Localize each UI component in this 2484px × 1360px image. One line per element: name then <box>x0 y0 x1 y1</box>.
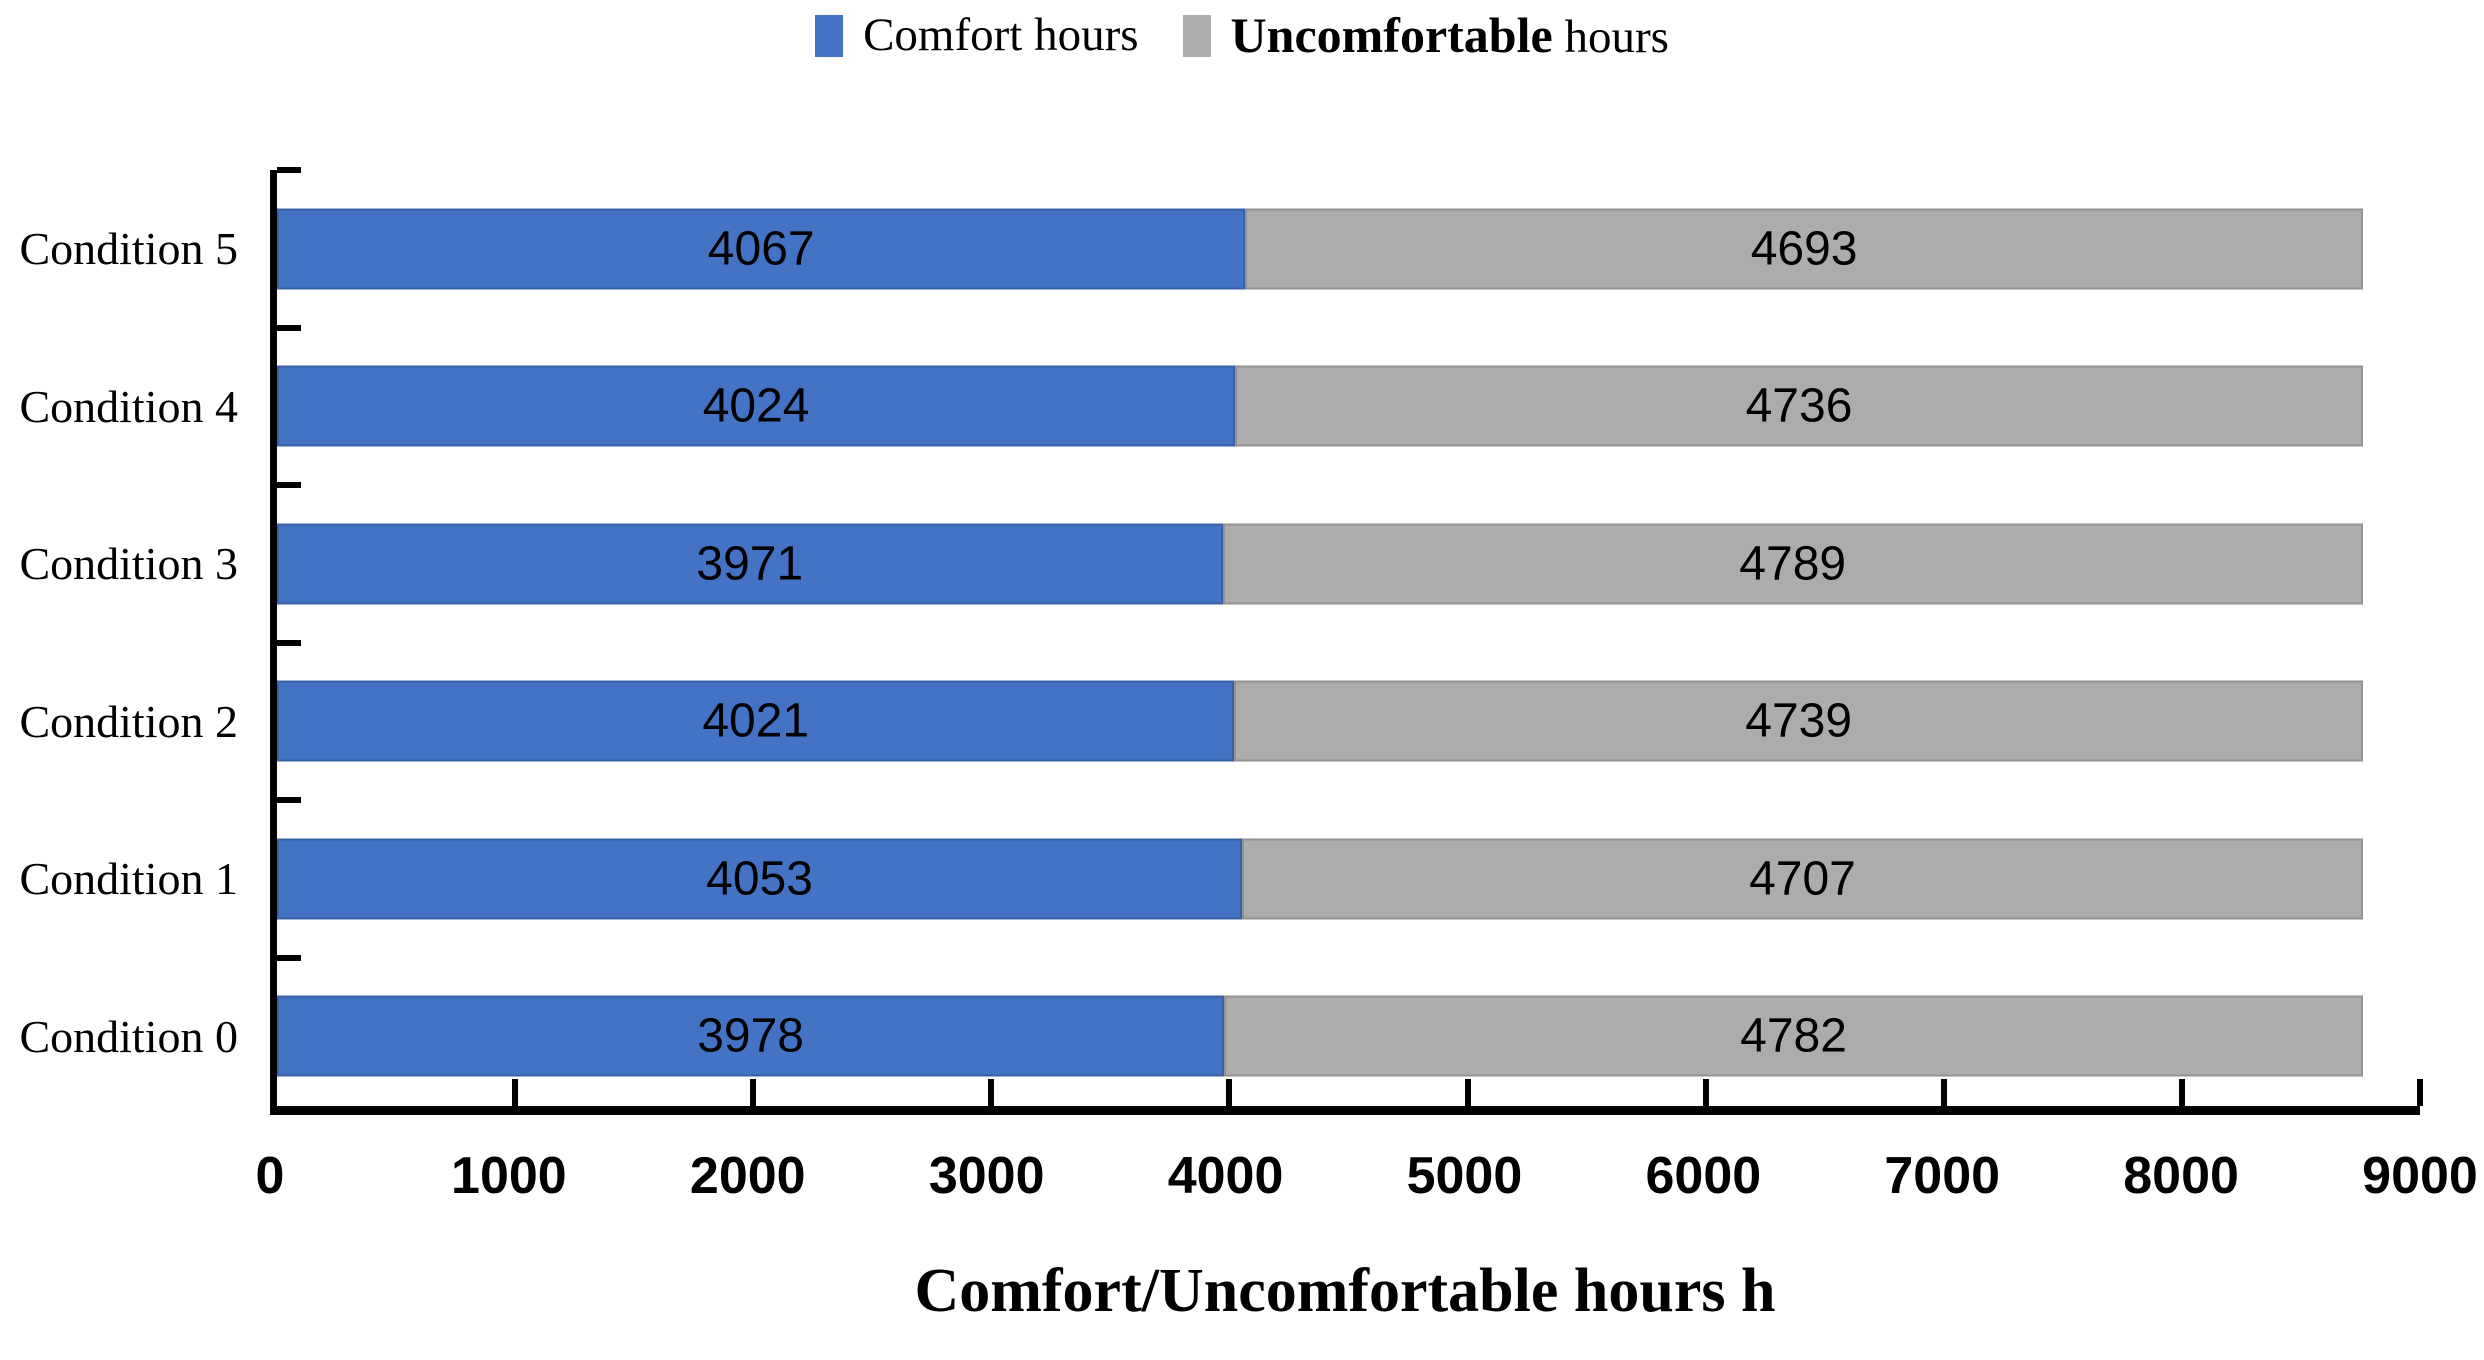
category-label: Condition 0 <box>19 1010 238 1062</box>
x-tick-label: 1000 <box>451 1147 567 1205</box>
x-axis-title: Comfort/Uncomfortable hours h <box>914 1257 1776 1325</box>
category-label: Condition 5 <box>19 223 238 275</box>
stacked-bar: 4021 4739 <box>277 680 2420 762</box>
x-axis-tick <box>1226 1079 1233 1106</box>
bar-segment: 4067 <box>277 208 1246 290</box>
y-axis-tick <box>277 954 301 961</box>
x-tick-label: 5000 <box>1406 1147 1523 1205</box>
bar-row: 4053 4707 <box>277 797 2420 958</box>
category-labels: Condition 5 Condition 4 Condition 3 Conditi… <box>0 170 252 1115</box>
legend-item-uncomfortable: Uncomfortable hours <box>1182 10 1669 61</box>
legend-swatch-comfort-icon <box>815 14 844 57</box>
x-axis-tick <box>750 1079 757 1106</box>
bar-segment: 4782 <box>1224 995 2363 1077</box>
x-tick-label: 6000 <box>1645 1147 1762 1205</box>
bar-segment: 3971 <box>277 523 1223 605</box>
y-axis-tick <box>277 639 301 646</box>
y-axis-tick <box>277 324 301 331</box>
x-tick-label: 7000 <box>1884 1147 2001 1205</box>
x-axis-tick <box>1464 1079 1471 1106</box>
category-label: Condition 1 <box>19 853 238 905</box>
stacked-bar: 3971 4789 <box>277 523 2420 605</box>
x-tick-label: 2000 <box>689 1147 806 1205</box>
bar-segment: 4024 <box>277 365 1236 447</box>
bar-row: 4021 4739 <box>277 639 2420 801</box>
bar-row: 4024 4736 <box>277 324 2420 486</box>
stacked-bar: 3978 4782 <box>277 995 2420 1077</box>
x-axis-tick <box>512 1079 519 1106</box>
bar-segment: 4736 <box>1235 365 2363 447</box>
bar-row: 4067 4693 <box>277 167 2420 328</box>
bar-segment: 4693 <box>1245 208 2363 290</box>
category-label: Condition 2 <box>19 695 238 747</box>
x-tick-label: 9000 <box>2362 1147 2478 1205</box>
x-axis-tick <box>2178 1079 2185 1106</box>
legend: Comfort hours Uncomfortable hours <box>0 10 2484 61</box>
legend-word-hours: hours <box>1564 11 1669 63</box>
legend-label-comfort: Comfort hours <box>863 9 1139 61</box>
legend-item-comfort: Comfort hours <box>815 9 1139 61</box>
x-axis-tick <box>1940 1079 1947 1106</box>
legend-label-uncomfortable: Uncomfortable hours <box>1231 10 1669 61</box>
bar-row: 3978 4782 <box>277 954 2420 1116</box>
x-tick-label: 8000 <box>2123 1147 2239 1205</box>
plot-area: 4067 4693 4024 4736 3971 4789 4021 4739 4053 4707… <box>270 167 2423 1116</box>
x-tick-label: 3000 <box>928 1147 1045 1205</box>
bar-segment: 4739 <box>1234 680 2363 762</box>
bar-segment: 4053 <box>277 838 1243 920</box>
legend-swatch-uncomfortable-icon <box>1182 14 1211 57</box>
x-axis-tick <box>2417 1079 2423 1106</box>
x-tick-labels: 0 1000 2000 3000 4000 5000 6000 7000 8000 9000 <box>256 1146 2478 1216</box>
y-axis-tick <box>277 797 301 803</box>
category-label: Condition 3 <box>19 538 238 590</box>
y-axis-tick <box>277 482 301 488</box>
bar-segment: 4021 <box>277 680 1235 762</box>
bar-segment: 4707 <box>1242 838 2363 920</box>
stacked-bar: 4053 4707 <box>277 838 2420 920</box>
y-axis-tick <box>277 167 301 173</box>
x-axis-tick <box>988 1079 995 1106</box>
x-tick-label: 0 <box>255 1147 285 1205</box>
bar-segment: 4789 <box>1222 523 2363 605</box>
x-tick-label: 4000 <box>1167 1147 1284 1205</box>
bar-row: 3971 4789 <box>277 482 2420 643</box>
category-label: Condition 4 <box>19 380 238 432</box>
x-axis-tick <box>1702 1079 1709 1106</box>
stacked-bar: 4067 4693 <box>277 208 2420 290</box>
legend-word-uncomfortable: Uncomfortable <box>1230 7 1553 63</box>
stacked-bar: 4024 4736 <box>277 365 2420 447</box>
bar-segment: 3978 <box>277 995 1225 1077</box>
